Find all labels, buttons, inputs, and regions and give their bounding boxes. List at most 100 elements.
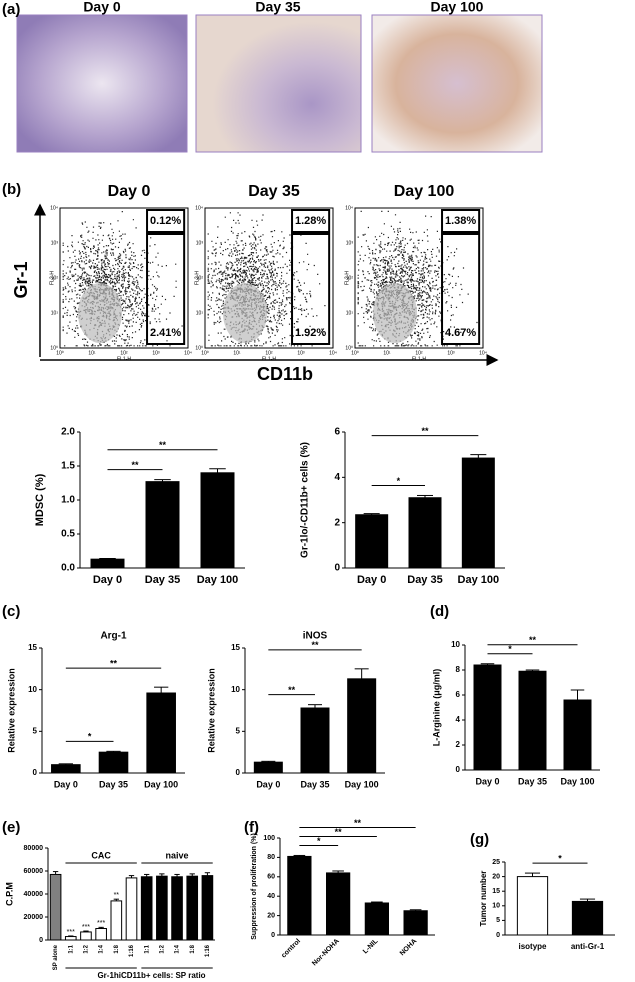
event-density (78, 283, 122, 343)
y-axis-label: Relative expression (6, 668, 16, 753)
event-cloud (62, 211, 183, 347)
x-tick-label: 1:4 (175, 944, 181, 953)
x-decade: 10³ (152, 350, 160, 356)
y-tick-label: 5 (236, 726, 241, 735)
y-tick-label: 5 (496, 917, 500, 924)
y-tick-label: 10 (28, 685, 37, 694)
y-decade: 10¹ (51, 310, 59, 316)
gate (291, 233, 331, 345)
event-density (223, 283, 267, 343)
bar (563, 699, 592, 771)
bar (473, 664, 502, 771)
bar (49, 873, 62, 941)
bar (90, 558, 125, 569)
bar (355, 514, 389, 569)
x-decade: 10² (120, 350, 128, 356)
x-decade: 10⁰ (56, 350, 64, 356)
x-decade: 10⁰ (351, 350, 359, 356)
x-tick-label: Day 100 (197, 574, 239, 586)
y-tick-label: 0 (456, 765, 461, 774)
significance: *** (67, 929, 75, 936)
bar (98, 751, 129, 774)
y-tick-label: 0.0 (61, 563, 75, 574)
image-title: Day 100 (431, 0, 484, 15)
y-decade: 10⁰ (195, 345, 203, 351)
y-axis-label: Tumor number (479, 871, 488, 927)
bar (64, 936, 77, 941)
significance: ** (131, 460, 139, 470)
y-tick-label: 4 (456, 715, 461, 724)
image-title: Day 35 (255, 0, 300, 15)
bar (364, 902, 389, 936)
y-tick-label: 0 (496, 932, 500, 939)
bar (51, 764, 81, 774)
y-tick-label: 40000 (24, 891, 44, 898)
x-tick-label: anti-Gr-1 (571, 942, 605, 951)
y-channel: FL2-H (49, 271, 55, 285)
x-decade: 10⁴ (479, 350, 487, 356)
panel-label: (c) (2, 603, 20, 620)
y-tick-label: 15 (231, 643, 240, 652)
x-tick-label: 1:16 (205, 944, 211, 957)
significance: * (88, 732, 92, 742)
events (207, 212, 326, 347)
y-decade: 10³ (51, 240, 59, 246)
x-tick-label: 1:4 (99, 944, 105, 953)
significance: ** (354, 818, 362, 828)
panel-label: (a) (2, 1, 20, 18)
y-tick-label: 40 (267, 893, 275, 900)
panel-label: (g) (470, 831, 489, 848)
y-decade: 10³ (346, 240, 354, 246)
event-density (373, 283, 417, 343)
y-decade: 10⁰ (50, 345, 58, 351)
y-decade: 10² (196, 275, 204, 281)
gate (291, 209, 331, 233)
histology-image (195, 14, 362, 153)
y-tick-label: 100 (263, 835, 275, 842)
bar (253, 761, 283, 774)
y-tick-label: 60000 (24, 868, 44, 875)
bar (461, 457, 495, 569)
y-decade: 10² (51, 275, 59, 281)
significance: ** (114, 892, 120, 899)
y-tick-label: 20000 (24, 914, 44, 921)
x-tick-label: control (280, 938, 302, 960)
bar (200, 472, 235, 569)
x-tick-label: Day 100 (458, 574, 500, 586)
bar (403, 910, 428, 936)
x-decade: 10¹ (88, 350, 96, 356)
y-channel: FL2-H (194, 271, 200, 285)
y-tick-label: 0 (334, 563, 340, 574)
y-decade: 10¹ (346, 310, 354, 316)
x-tick-label: Day 0 (93, 574, 122, 586)
bar (110, 900, 123, 941)
x-tick-label: 1:1 (68, 944, 74, 953)
x-decade: 10⁴ (329, 350, 337, 356)
y-tick-label: 1.0 (61, 495, 75, 506)
group-label: CAC (91, 850, 111, 860)
x-tick-label: 1:2 (84, 944, 90, 953)
x-tick-label: Day 35 (99, 779, 128, 789)
gate-percent: 1.28% (295, 215, 326, 227)
significance: *** (97, 920, 105, 927)
bar (326, 872, 351, 936)
x-tick-label: 1:2 (159, 944, 165, 953)
x-tick-label: L-NIL (362, 937, 380, 955)
bar (125, 877, 138, 941)
significance: * (508, 644, 512, 654)
plot-title: Day 35 (248, 183, 300, 200)
event-cloud (207, 212, 326, 347)
plot-frame (354, 207, 484, 349)
significance: ** (159, 440, 167, 450)
plot-title: Day 100 (394, 183, 455, 200)
bar (516, 876, 549, 936)
axis-label: CD11b (257, 364, 313, 384)
y-axis-label: Gr-1lo/-CD11b+ cells (%) (300, 442, 311, 558)
bar (300, 707, 330, 774)
plot-frame (204, 207, 334, 349)
y-axis-label: Relative expression (206, 668, 216, 753)
x-tick-label: Day 35 (518, 776, 547, 786)
bar (140, 876, 153, 941)
x-tick-label: Day 0 (256, 779, 280, 789)
